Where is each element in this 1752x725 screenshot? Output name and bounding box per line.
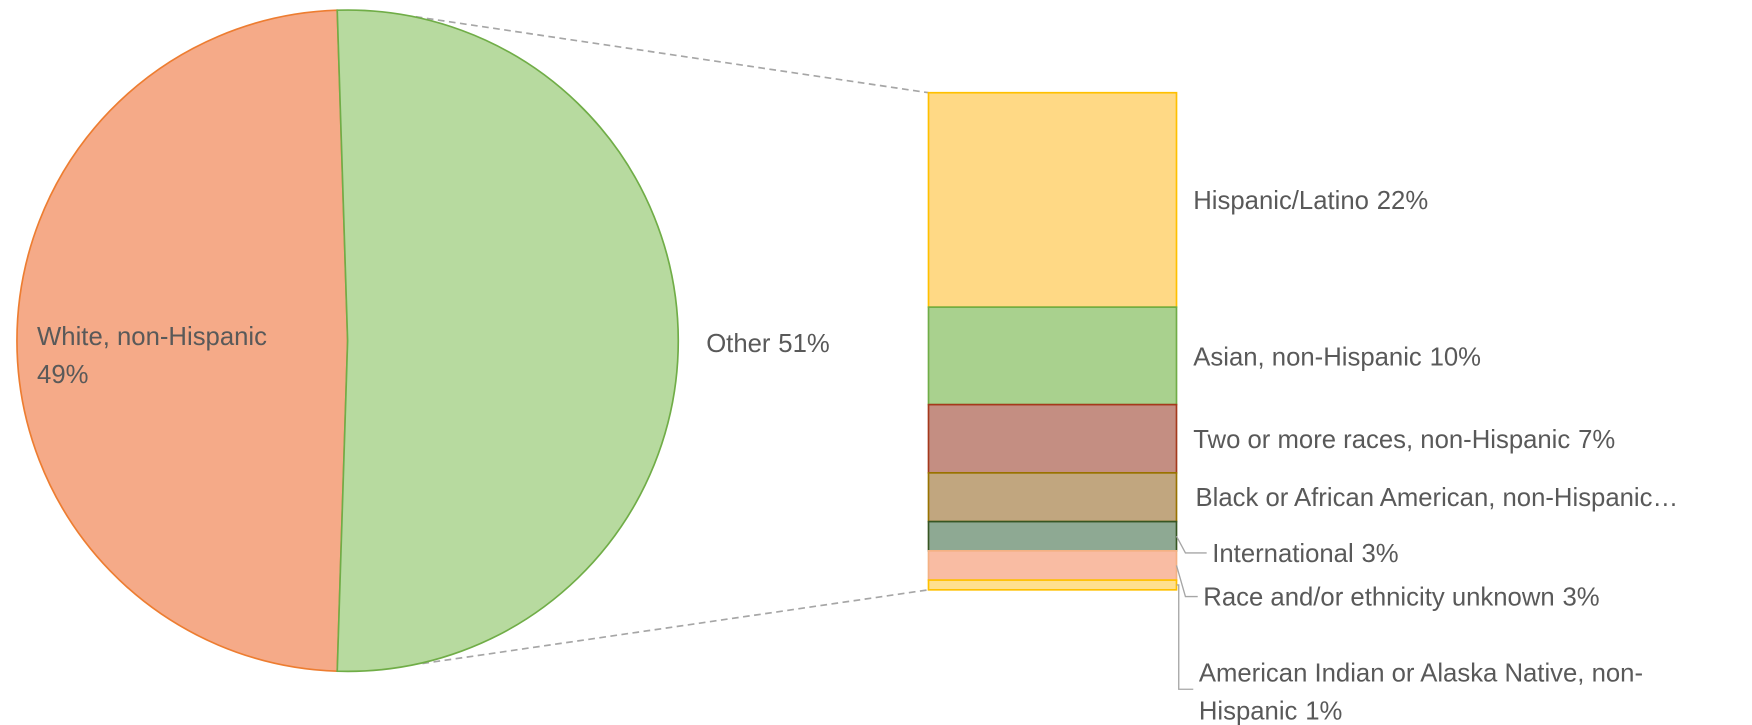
data-label-text: Hispanic/Latino 22% bbox=[1193, 181, 1729, 219]
bar-segment bbox=[927, 91, 1178, 308]
data-label: American Indian or Alaska Native, non-Hi… bbox=[1199, 654, 1735, 725]
data-label-text: Asian, non-Hispanic 10% bbox=[1193, 337, 1729, 375]
data-label-text: Two or more races, non-Hispanic 7% bbox=[1193, 420, 1729, 458]
label-part: 3% bbox=[1562, 582, 1600, 612]
data-label-text: Other 51% bbox=[706, 324, 929, 362]
label-part: Asian, non-Hispanic bbox=[1193, 341, 1422, 371]
label-part: Race and/or ethnicity unknown bbox=[1203, 582, 1555, 612]
label-part: 1% bbox=[1305, 695, 1343, 725]
data-label: Hispanic/Latino 22% bbox=[1193, 181, 1729, 219]
data-label: Race and/or ethnicity unknown 3% bbox=[1203, 578, 1706, 616]
data-label: White, non-Hispanic 49% bbox=[37, 317, 372, 393]
connector-line bbox=[415, 15, 929, 94]
pie-slice bbox=[336, 9, 680, 673]
label-part: Black or African American, non-Hispanic… bbox=[1195, 482, 1679, 512]
label-part: White, non-Hispanic bbox=[37, 321, 267, 351]
label-part: 10% bbox=[1429, 341, 1482, 371]
bar-segment bbox=[927, 403, 1178, 474]
data-label: Asian, non-Hispanic 10% bbox=[1193, 337, 1729, 375]
label-part: International bbox=[1212, 538, 1354, 568]
data-label: Black or African American, non-Hispanic… bbox=[1195, 478, 1731, 516]
leader-line bbox=[1175, 565, 1198, 598]
label-part: 3% bbox=[1361, 538, 1399, 568]
label-part: 7% bbox=[1578, 424, 1616, 454]
label-part: Hispanic/Latino bbox=[1193, 185, 1369, 215]
label-part: Two or more races, non-Hispanic bbox=[1193, 424, 1571, 454]
bar-segment bbox=[927, 306, 1178, 406]
bar-segment bbox=[927, 579, 1178, 591]
leader-line bbox=[1175, 535, 1207, 554]
data-label-text: White, non-Hispanic 49% bbox=[37, 317, 372, 393]
label-part: 22% bbox=[1376, 185, 1429, 215]
data-label-text: International 3% bbox=[1212, 534, 1659, 572]
data-label: International 3% bbox=[1212, 534, 1659, 572]
bar-segment bbox=[927, 550, 1178, 581]
data-label: Two or more races, non-Hispanic 7% bbox=[1193, 420, 1729, 458]
data-label-text: Race and/or ethnicity unknown 3% bbox=[1203, 578, 1706, 616]
data-label-text: Black or African American, non-Hispanic… bbox=[1195, 478, 1731, 516]
bar-segment bbox=[927, 520, 1178, 552]
data-label: Other 51% bbox=[706, 324, 929, 362]
label-part: 49% bbox=[37, 359, 89, 389]
pie-slice bbox=[16, 9, 349, 673]
label-part: American Indian or Alaska Native, non-Hi… bbox=[1198, 657, 1643, 725]
bar-segment bbox=[927, 472, 1178, 523]
leader-line bbox=[1176, 584, 1194, 690]
label-part: Other bbox=[706, 328, 771, 358]
data-label-text: American Indian or Alaska Native, non-Hi… bbox=[1199, 654, 1735, 725]
connector-line bbox=[422, 589, 929, 665]
label-part: 51% bbox=[778, 328, 830, 358]
